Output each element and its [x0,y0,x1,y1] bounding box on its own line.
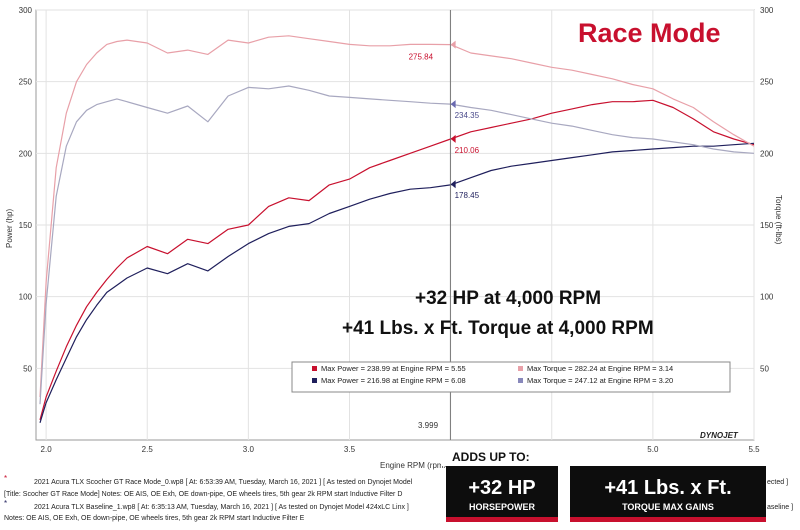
x-tick-label: 2.5 [142,445,154,454]
torque-badge-accent [570,517,766,522]
run2-notes: Notes: OE AIS, OE Exh, OE down-pipe, OE … [4,515,305,522]
adds-up-to-banner: ADDS UP TO: [441,446,557,466]
y-tick-label-left: 100 [19,293,33,302]
y-tick-label-right: 250 [760,78,774,87]
x-axis-label: Engine RPM (rpmx1000) [380,461,468,470]
series-line-2 [39,142,755,423]
gain-torque-text: +41 Lbs. x Ft. Torque at 4,000 RPM [342,318,654,339]
point-marker [450,100,456,109]
point-markers: 275.84 234.35 210.06 178.45 [409,40,480,200]
hp-badge-accent [446,517,558,522]
hp-badge: +32 HP HORSEPOWER [446,466,558,522]
hp-badge-label: HORSEPOWER [469,502,536,512]
torque-badge-bg [570,466,766,522]
y-tick-label-right: 200 [760,149,774,158]
legend-entry-power-2: Max Power = 216.98 at Engine RPM = 6.08 [321,376,466,385]
legend: Max Power = 238.99 at Engine RPM = 5.55 … [291,361,731,393]
legend-swatch-torque-1 [518,366,523,371]
legend-entry-torque-2: Max Torque = 247.12 at Engine RPM = 3.20 [527,376,673,385]
adds-up-to-bg [441,446,557,466]
legend-swatch-power-1 [312,366,317,371]
point-marker [450,40,456,49]
y-tick-label-right: 100 [760,293,774,302]
y-tick-label-right: 150 [760,221,774,230]
torque-badge: +41 Lbs. x Ft. TORQUE MAX GAINS [570,466,766,522]
cursor-value: 3.999 [418,421,439,430]
gain-hp-text: +32 HP at 4,000 RPM [415,288,601,309]
x-tick-label: 3.5 [344,445,356,454]
y-tick-label-left: 200 [19,149,33,158]
legend-swatch-power-2 [312,378,317,383]
point-marker [450,134,456,143]
series-line-3 [39,35,755,398]
x-tick-label: 3.0 [243,445,255,454]
series-line-1 [39,99,755,421]
y-tick-label-left: 150 [19,221,33,230]
y-tick-label-left: 50 [23,364,32,373]
y-tick-label-left: 250 [19,78,33,87]
run-notes: * 2021 Acura TLX Scocher GT Race Mode_0.… [4,474,793,522]
y-tick-label-left: 300 [19,6,33,15]
legend-entry-torque-1: Max Torque = 282.24 at Engine RPM = 3.14 [527,364,673,373]
y-axis-left-label: Power (hp) [5,209,14,248]
legend-entry-power-1: Max Power = 238.99 at Engine RPM = 5.55 [321,364,466,373]
x-tick-label: 2.0 [41,445,53,454]
torque-badge-value: +41 Lbs. x Ft. [604,477,731,499]
point-value-label: 210.06 [455,146,480,155]
legend-swatch-torque-2 [518,378,523,383]
series-group [39,35,755,423]
point-marker [450,180,456,189]
hp-badge-bg [446,466,558,522]
adds-up-to-label: ADDS UP TO: [452,450,530,464]
point-value-label: 234.35 [455,111,480,120]
x-tick-label: 5.0 [647,445,659,454]
y-axis-right-label: Torque (ft-lbs) [774,195,783,245]
y-tick-label-right: 300 [760,6,774,15]
hp-badge-value: +32 HP [468,477,535,499]
point-value-label: 178.45 [455,191,480,200]
run1-tail: ected ] [767,479,788,486]
run1-marker: * [4,474,7,483]
chart-title: Race Mode [578,18,721,48]
y-tick-label-right: 50 [760,364,769,373]
run2-marker: * [4,499,7,508]
series-line-4 [39,85,755,405]
run2-tail: aseline ] [767,504,793,511]
legend-box [291,361,731,393]
point-value-label: 275.84 [409,53,434,62]
torque-badge-label: TORQUE MAX GAINS [622,502,714,512]
run1-file: 2021 Acura TLX Scocher GT Race Mode_0.wp… [34,479,413,486]
run2-file: 2021 Acura TLX Baseline_1.wp8 [ At: 6:35… [34,504,409,511]
dynojet-logo: DYNOJET [700,431,739,440]
run1-notes: [Title: Scocher GT Race Mode] Notes: OE … [4,491,402,498]
x-tick-label: 5.5 [748,445,760,454]
